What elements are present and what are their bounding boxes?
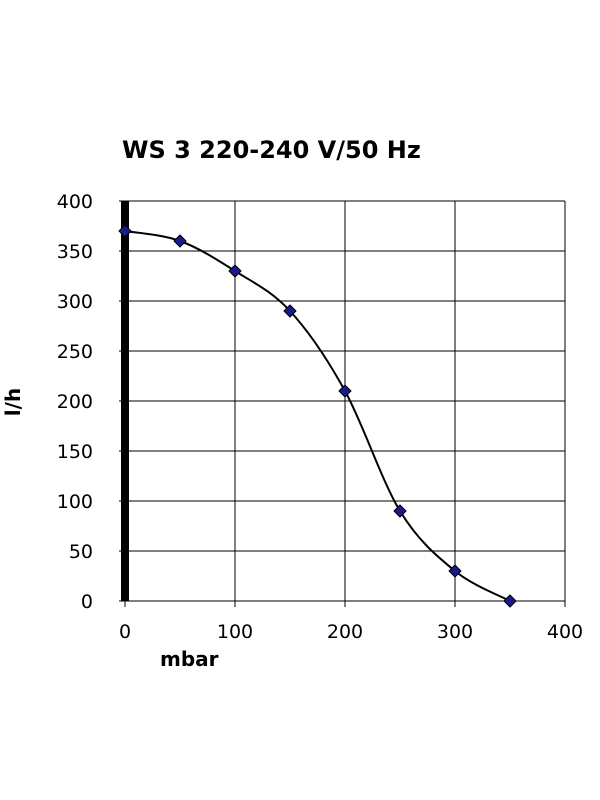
x-tick-label: 100 (217, 621, 253, 643)
x-tick-label: 200 (327, 621, 363, 643)
tick-labels: 0 50 100 150 200 250 300 350 400 0 100 200 300 400 (57, 191, 583, 643)
grid (119, 200, 566, 607)
data-point-marker (448, 564, 462, 578)
series-curve (124, 230, 511, 602)
data-markers (118, 224, 517, 608)
x-axis-label: mbar (160, 647, 219, 671)
y-tick-label: 150 (57, 441, 93, 463)
data-point-marker (118, 224, 132, 238)
data-point-marker (503, 594, 517, 608)
data-point-marker (338, 384, 352, 398)
y-tick-label: 300 (57, 291, 93, 313)
x-tick-label: 0 (119, 621, 131, 643)
y-tick-label: 350 (57, 241, 93, 263)
y-tick-label: 250 (57, 341, 93, 363)
x-tick-label: 300 (437, 621, 473, 643)
y-tick-label: 100 (57, 491, 93, 513)
x-tick-label: 400 (547, 621, 583, 643)
data-point-marker (173, 234, 187, 248)
y-tick-label: 0 (81, 591, 93, 613)
y-axis-label: l/h (1, 388, 25, 416)
y-tick-label: 50 (69, 541, 93, 563)
chart-title: WS 3 220-240 V/50 Hz (122, 136, 421, 164)
y-tick-label: 200 (57, 391, 93, 413)
data-point-marker (283, 304, 297, 318)
data-point-marker (393, 504, 407, 518)
data-point-marker (228, 264, 242, 278)
y-tick-label: 400 (57, 191, 93, 213)
